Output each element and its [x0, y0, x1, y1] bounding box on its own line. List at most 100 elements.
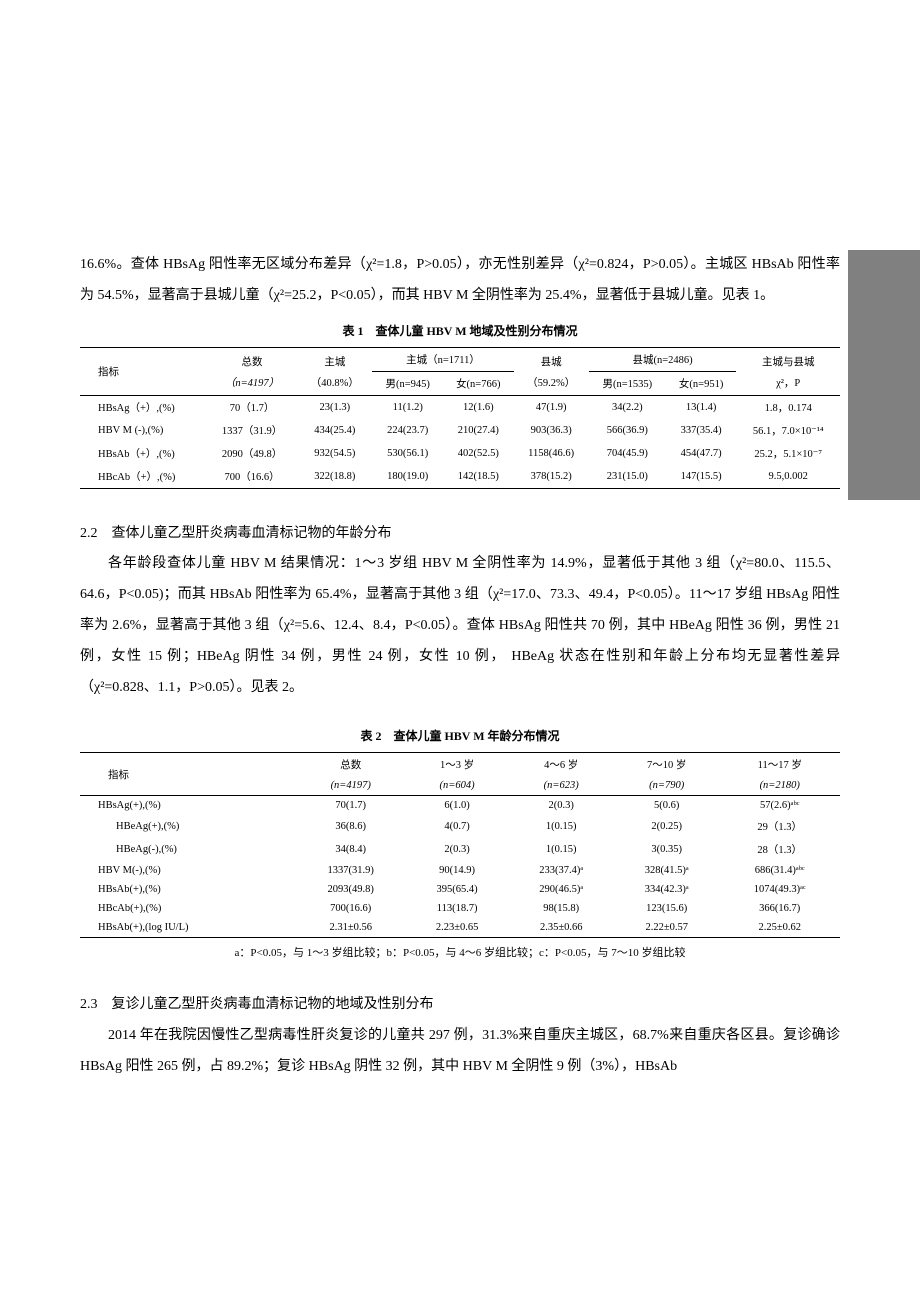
cell: 142(18.5) — [443, 465, 514, 489]
cell: 2090（49.8） — [207, 442, 298, 465]
t1-h-main-pct: （40.8%） — [311, 378, 359, 389]
t2-h-total-n: (n=4197) — [331, 780, 371, 791]
row-label: HBsAg（+）,(%) — [80, 395, 207, 419]
t1-h-cf: 女(n=951) — [679, 379, 723, 390]
t1-h-main-group: 主城（n=1711） — [406, 355, 480, 366]
cell: 337(35.4) — [666, 419, 737, 442]
t1-h-cm: 男(n=1535) — [602, 379, 652, 390]
t2-h-g3: 7～10 岁 — [647, 760, 686, 771]
cell: 147(15.5) — [666, 465, 737, 489]
table-row: HBeAg(+),(%)36(8.6)4(0.7)1(0.15)2(0.25)2… — [80, 815, 840, 838]
table-row: HBeAg(-),(%)34(8.4)2(0.3)1(0.15)3(0.35)2… — [80, 838, 840, 861]
cell: 2.35±0.66 — [508, 918, 614, 938]
cell: 9.5,0.002 — [736, 465, 840, 489]
cell: 34(8.4) — [296, 838, 406, 861]
cell: 13(1.4) — [666, 395, 737, 419]
table-row: HBsAb(+),(%)2093(49.8)395(65.4)290(46.5)… — [80, 880, 840, 899]
cell: 34(2.2) — [589, 395, 666, 419]
row-label: HBsAb(+),(log IU/L) — [80, 918, 296, 938]
cell: 454(47.7) — [666, 442, 737, 465]
cell: 366(16.7) — [719, 899, 840, 918]
row-label: HBsAb(+),(%) — [80, 880, 296, 899]
cell: 29（1.3） — [719, 815, 840, 838]
t1-h-compare-stat: χ²，P — [776, 378, 800, 389]
row-label: HBV M (-),(%) — [80, 419, 207, 442]
section-2-3-body: 2014 年在我院因慢性乙型病毒性肝炎复诊的儿童共 297 例，31.3%来自重… — [80, 1021, 840, 1083]
t2-h-total: 总数 — [340, 760, 361, 771]
cell: 2.22±0.57 — [614, 918, 720, 938]
cell: 210(27.4) — [443, 419, 514, 442]
section-2-2-heading: 2.2 查体儿童乙型肝炎病毒血清标记物的年龄分布 — [80, 519, 840, 550]
cell: 1074(49.3)ᵃᶜ — [719, 880, 840, 899]
table-row: HBsAb(+),(log IU/L)2.31±0.562.23±0.652.3… — [80, 918, 840, 938]
cell: 328(41.5)ᵃ — [614, 861, 720, 880]
cell: 233(37.4)ᵃ — [508, 861, 614, 880]
cell: 47(1.9) — [514, 395, 589, 419]
table-row: HBcAb(+),(%)700(16.6)113(18.7)98(15.8)12… — [80, 899, 840, 918]
cell: 23(1.3) — [297, 395, 372, 419]
cell: 231(15.0) — [589, 465, 666, 489]
cell: 123(15.6) — [614, 899, 720, 918]
cell: 700(16.6) — [296, 899, 406, 918]
page-content: 16.6%。查体 HBsAg 阳性率无区域分布差异（χ²=1.8，P>0.05）… — [80, 250, 840, 1083]
cell: 56.1，7.0×10⁻¹⁴ — [736, 419, 840, 442]
cell: 290(46.5)ᵃ — [508, 880, 614, 899]
cell: 5(0.6) — [614, 796, 720, 816]
cell: 2(0.25) — [614, 815, 720, 838]
cell: 224(23.7) — [372, 419, 443, 442]
t2-h-g2-n: (n=623) — [544, 780, 579, 791]
t1-h-total-n: （n=4197） — [225, 378, 279, 389]
cell: 700（16.6） — [207, 465, 298, 489]
cell: 2.31±0.56 — [296, 918, 406, 938]
cell: 395(65.4) — [406, 880, 509, 899]
table-row: HBV M(-),(%)1337(31.9)90(14.9)233(37.4)ᵃ… — [80, 861, 840, 880]
cell: 2(0.3) — [406, 838, 509, 861]
cell: 704(45.9) — [589, 442, 666, 465]
cell: 1158(46.6) — [514, 442, 589, 465]
t2-h-g1: 1～3 岁 — [440, 760, 474, 771]
cell: 378(15.2) — [514, 465, 589, 489]
cell: 3(0.35) — [614, 838, 720, 861]
section-2-3-heading: 2.3 复诊儿童乙型肝炎病毒血清标记物的地域及性别分布 — [80, 990, 840, 1021]
t2-h-g4: 11～17 岁 — [758, 760, 802, 771]
cell: 932(54.5) — [297, 442, 372, 465]
table1: 指标 总数 主城 主城（n=1711） 县城 县城(n=2486) 主城与县城 … — [80, 347, 840, 489]
row-label: HBsAg(+),(%) — [80, 796, 296, 816]
cell: 1(0.15) — [508, 815, 614, 838]
t1-h-compare: 主城与县城 — [762, 357, 815, 368]
table-row: HBsAg(+),(%)70(1.7)6(1.0)2(0.3)5(0.6)57(… — [80, 796, 840, 816]
cell: 322(18.8) — [297, 465, 372, 489]
cell: 334(42.3)ᵃ — [614, 880, 720, 899]
t2-h-g2: 4～6 岁 — [544, 760, 578, 771]
table-row: HBsAb（+）,(%)2090（49.8）932(54.5)530(56.1)… — [80, 442, 840, 465]
table1-caption: 表 1 查体儿童 HBV M 地域及性别分布情况 — [80, 322, 840, 339]
cell: 98(15.8) — [508, 899, 614, 918]
t2-h-g4-n: (n=2180) — [760, 780, 800, 791]
cell: 1.8，0.174 — [736, 395, 840, 419]
cell: 180(19.0) — [372, 465, 443, 489]
cell: 57(2.6)ᵃᵇᶜ — [719, 796, 840, 816]
table-row: HBV M (-),(%)1337（31.9）434(25.4)224(23.7… — [80, 419, 840, 442]
cell: 566(36.9) — [589, 419, 666, 442]
page-gray-sidebar — [848, 250, 920, 500]
row-label: HBeAg(-),(%) — [80, 838, 296, 861]
cell: 70(1.7) — [296, 796, 406, 816]
cell: 1(0.15) — [508, 838, 614, 861]
cell: 686(31.4)ᵃᵇᶜ — [719, 861, 840, 880]
cell: 2093(49.8) — [296, 880, 406, 899]
cell: 2(0.3) — [508, 796, 614, 816]
table2-caption: 表 2 查体儿童 HBV M 年龄分布情况 — [80, 727, 840, 744]
cell: 903(36.3) — [514, 419, 589, 442]
t2-h-indicator: 指标 — [108, 770, 129, 781]
row-label: HBcAb（+）,(%) — [80, 465, 207, 489]
table-row: HBcAb（+）,(%)700（16.6）322(18.8)180(19.0)1… — [80, 465, 840, 489]
cell: 434(25.4) — [297, 419, 372, 442]
cell: 11(1.2) — [372, 395, 443, 419]
row-label: HBcAb(+),(%) — [80, 899, 296, 918]
t1-h-indicator: 指标 — [98, 367, 119, 378]
cell: 4(0.7) — [406, 815, 509, 838]
cell: 12(1.6) — [443, 395, 514, 419]
section-2-2-body: 各年龄段查体儿童 HBV M 结果情况：1～3 岁组 HBV M 全阴性率为 1… — [80, 549, 840, 703]
t1-h-total: 总数 — [242, 357, 263, 368]
row-label: HBV M(-),(%) — [80, 861, 296, 880]
